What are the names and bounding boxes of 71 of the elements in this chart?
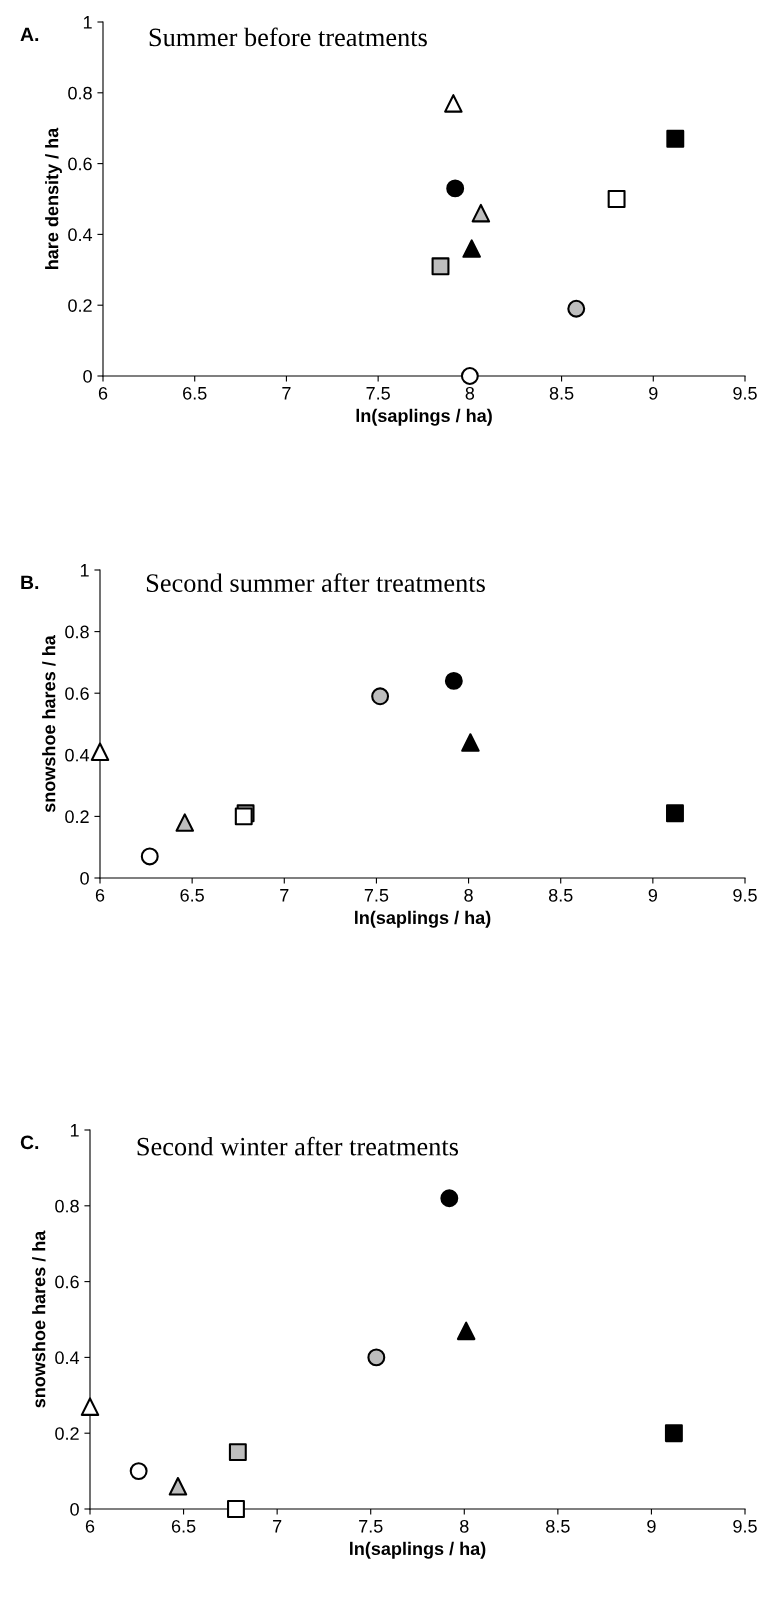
x-tick-label: 6 xyxy=(95,888,105,902)
x-tick-label: 9.5 xyxy=(733,1519,757,1533)
x-tick-label: 6.5 xyxy=(180,888,204,902)
x-tick-label: 8 xyxy=(465,386,475,400)
x-tick-label: 7 xyxy=(280,889,289,902)
point xyxy=(666,129,685,148)
point xyxy=(440,1189,459,1208)
y-tick-label: 0.8 xyxy=(68,86,92,100)
x-tick-label: 9 xyxy=(648,888,658,902)
point xyxy=(367,1348,386,1367)
x-axis-title: ln(saplings / ha) xyxy=(356,408,492,426)
y-tick-label: 0 xyxy=(83,369,92,383)
y-tick-label: 1 xyxy=(70,1124,79,1137)
chart-title: Second summer after treatments xyxy=(146,573,485,593)
chart-title: Second winter after treatments xyxy=(137,1136,459,1156)
text: C. xyxy=(20,1135,39,1150)
point xyxy=(371,687,390,706)
point xyxy=(446,179,465,198)
x-tick-label: 7.5 xyxy=(366,387,390,400)
point xyxy=(666,804,684,823)
x-tick-label: 6.5 xyxy=(171,1519,196,1533)
point xyxy=(567,299,586,318)
x-tick-label: 6.5 xyxy=(183,386,207,400)
x-tick-label: 7 xyxy=(282,387,291,400)
x-tick-label: 8.5 xyxy=(548,888,573,902)
x-tick-label: 7.5 xyxy=(359,1520,383,1533)
y-tick-label: 0.4 xyxy=(65,748,90,762)
x-axis-title: ln(saplings / ha) xyxy=(355,910,491,928)
point xyxy=(664,1424,683,1443)
point xyxy=(175,813,195,832)
x-tick-label: 7 xyxy=(273,1520,282,1533)
y-tick-label: 1 xyxy=(83,16,92,29)
point xyxy=(228,1443,247,1462)
point xyxy=(431,257,450,276)
x-tick-label: 9 xyxy=(649,386,658,400)
y-tick-label: 0 xyxy=(70,1502,79,1516)
y-tick-label: 0.4 xyxy=(68,228,93,242)
text: A. xyxy=(20,27,39,42)
y-tick-label: 1 xyxy=(80,564,89,577)
chart-title: Summer before treatments xyxy=(149,27,427,47)
y-tick-label: 0.6 xyxy=(65,687,89,700)
y-tick-label: 0.4 xyxy=(55,1351,80,1365)
y-axis-title: snowshoe hares / ha xyxy=(42,635,56,813)
x-tick-label: 9 xyxy=(647,1519,656,1533)
y-tick-label: 0.6 xyxy=(55,1275,79,1289)
y-tick-label: 0 xyxy=(80,871,89,885)
x-tick-label: 6 xyxy=(85,1519,95,1533)
point xyxy=(471,203,491,223)
x-tick-label: 9.5 xyxy=(733,386,757,400)
point xyxy=(456,1321,476,1341)
y-tick-label: 0.6 xyxy=(68,157,92,171)
y-tick-label: 0.2 xyxy=(65,810,89,824)
point xyxy=(168,1477,188,1496)
x-axis-title: ln(saplings / ha) xyxy=(350,1541,486,1559)
x-tick-label: 7.5 xyxy=(364,889,389,902)
y-tick-label: 0.8 xyxy=(65,625,89,639)
x-tick-label: 6 xyxy=(98,386,108,400)
x-tick-label: 9.5 xyxy=(733,888,757,902)
x-tick-label: 8 xyxy=(464,888,473,902)
point xyxy=(461,733,480,752)
y-axis-title: snowshoe hares / ha xyxy=(32,1230,46,1408)
y-tick-label: 0.2 xyxy=(55,1427,79,1440)
y-tick-label: 0.8 xyxy=(55,1199,79,1213)
y-axis-title: hare density / ha xyxy=(45,127,62,269)
x-tick-label: 8.5 xyxy=(546,1519,570,1533)
point xyxy=(462,239,481,258)
point xyxy=(444,671,463,690)
y-tick-label: 0.2 xyxy=(68,299,92,312)
text: B. xyxy=(21,575,39,590)
x-tick-label: 8 xyxy=(460,1519,469,1533)
x-tick-label: 8.5 xyxy=(549,386,574,400)
